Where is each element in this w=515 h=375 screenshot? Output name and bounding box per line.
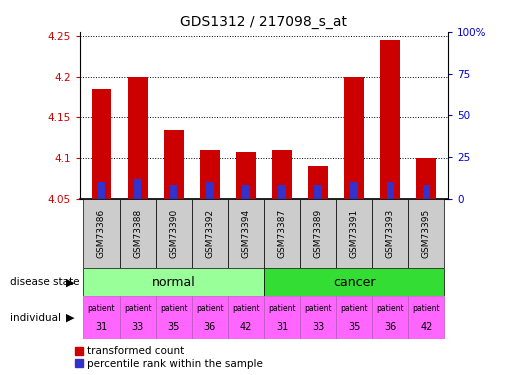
FancyBboxPatch shape <box>300 296 336 339</box>
Bar <box>92 89 111 199</box>
FancyBboxPatch shape <box>83 199 119 268</box>
Title: GDS1312 / 217098_s_at: GDS1312 / 217098_s_at <box>180 15 348 30</box>
Text: patient: patient <box>340 304 368 313</box>
Legend: transformed count, percentile rank within the sample: transformed count, percentile rank withi… <box>75 346 263 369</box>
Text: GSM73386: GSM73386 <box>97 209 106 258</box>
Bar <box>272 150 292 199</box>
Text: 42: 42 <box>239 322 252 332</box>
FancyBboxPatch shape <box>119 296 156 339</box>
Text: patient: patient <box>376 304 404 313</box>
Bar <box>350 182 358 199</box>
Text: GSM73390: GSM73390 <box>169 209 178 258</box>
Bar <box>344 76 364 199</box>
FancyBboxPatch shape <box>228 199 264 268</box>
Bar <box>242 185 250 199</box>
Text: GSM73394: GSM73394 <box>242 209 250 258</box>
Bar <box>98 182 105 199</box>
Text: patient: patient <box>196 304 224 313</box>
Text: individual: individual <box>10 313 61 323</box>
Text: 36: 36 <box>384 322 397 332</box>
Text: GSM73388: GSM73388 <box>133 209 142 258</box>
Text: 35: 35 <box>167 322 180 332</box>
Text: GSM73391: GSM73391 <box>350 209 358 258</box>
FancyBboxPatch shape <box>83 296 119 339</box>
Bar <box>314 185 322 199</box>
Text: GSM73389: GSM73389 <box>314 209 322 258</box>
Text: patient: patient <box>413 304 440 313</box>
Text: 33: 33 <box>312 322 324 332</box>
FancyBboxPatch shape <box>192 296 228 339</box>
Text: patient: patient <box>304 304 332 313</box>
Text: ▶: ▶ <box>66 277 75 287</box>
FancyBboxPatch shape <box>408 199 444 268</box>
FancyBboxPatch shape <box>156 199 192 268</box>
FancyBboxPatch shape <box>264 268 444 296</box>
Text: GSM73395: GSM73395 <box>422 209 431 258</box>
Text: disease state: disease state <box>10 277 80 287</box>
Text: patient: patient <box>232 304 260 313</box>
FancyBboxPatch shape <box>192 199 228 268</box>
Text: cancer: cancer <box>333 276 375 289</box>
Text: 31: 31 <box>276 322 288 332</box>
Text: 36: 36 <box>203 322 216 332</box>
FancyBboxPatch shape <box>119 199 156 268</box>
Text: ▶: ▶ <box>66 313 75 323</box>
FancyBboxPatch shape <box>336 199 372 268</box>
Text: 31: 31 <box>95 322 108 332</box>
Bar <box>164 129 184 199</box>
Text: GSM73387: GSM73387 <box>278 209 286 258</box>
Bar <box>278 185 286 199</box>
Bar <box>423 185 430 199</box>
FancyBboxPatch shape <box>372 199 408 268</box>
FancyBboxPatch shape <box>408 296 444 339</box>
FancyBboxPatch shape <box>300 199 336 268</box>
FancyBboxPatch shape <box>228 296 264 339</box>
Text: 35: 35 <box>348 322 360 332</box>
FancyBboxPatch shape <box>156 296 192 339</box>
Bar <box>381 40 400 199</box>
FancyBboxPatch shape <box>336 296 372 339</box>
Text: 33: 33 <box>131 322 144 332</box>
Bar <box>200 150 220 199</box>
Bar <box>128 76 147 199</box>
Bar <box>417 158 436 199</box>
Text: patient: patient <box>124 304 151 313</box>
Bar <box>134 179 141 199</box>
FancyBboxPatch shape <box>83 268 264 296</box>
Text: GSM73392: GSM73392 <box>205 209 214 258</box>
Text: patient: patient <box>88 304 115 313</box>
Text: patient: patient <box>268 304 296 313</box>
Text: GSM73393: GSM73393 <box>386 209 395 258</box>
FancyBboxPatch shape <box>264 296 300 339</box>
FancyBboxPatch shape <box>264 199 300 268</box>
Text: normal: normal <box>152 276 196 289</box>
FancyBboxPatch shape <box>372 296 408 339</box>
Bar <box>206 182 214 199</box>
Bar <box>308 166 328 199</box>
Bar <box>387 182 394 199</box>
Text: patient: patient <box>160 304 187 313</box>
Bar <box>236 152 256 199</box>
Bar <box>170 185 178 199</box>
Text: 42: 42 <box>420 322 433 332</box>
